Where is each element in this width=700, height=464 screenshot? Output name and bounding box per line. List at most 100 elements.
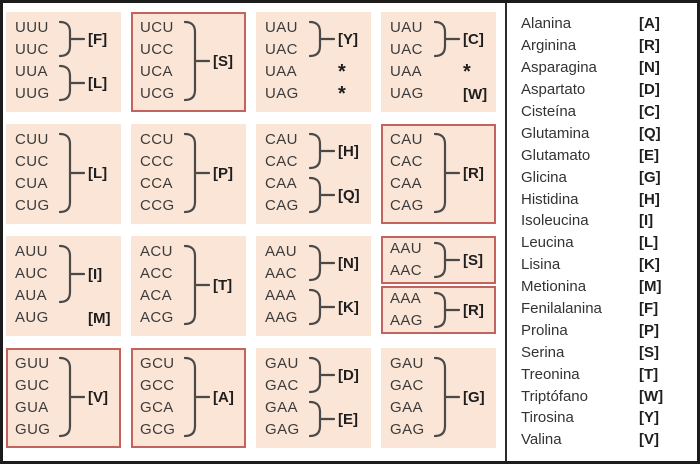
bracket-spacer [59, 310, 85, 326]
codon: UAU [390, 19, 423, 36]
codon: CCG [140, 197, 175, 214]
codon: ACU [140, 243, 173, 260]
amino-acid-code: [N] [338, 254, 359, 272]
amino-acid-code: [C] [463, 30, 484, 48]
codon: CAU [390, 131, 423, 148]
codon-list: AAU AAC [390, 238, 434, 282]
bracket-icon [309, 356, 335, 394]
legend-item: Lisina [K] [521, 254, 673, 276]
amino-acid-name: Glicina [521, 168, 567, 186]
codon-list: GCU GCC GCA GCG [140, 353, 184, 441]
codon-list: AAU AAC [265, 241, 309, 285]
amino-acid-letter: [Y] [639, 409, 659, 427]
codon: AAU [390, 240, 423, 257]
codon-group: AAU AAC [S] [390, 238, 494, 282]
amino-acid-code: [D] [338, 366, 359, 384]
bracket-icon [309, 244, 335, 282]
codon: CAU [265, 131, 298, 148]
codon: CAA [390, 175, 423, 192]
bracket-icon [59, 356, 85, 438]
codon: GAC [265, 377, 299, 394]
codon: AAU [265, 243, 298, 260]
codon: AUG [15, 309, 49, 326]
amino-acid-code: [P] [213, 164, 233, 182]
legend-item: Treonina [T] [521, 363, 673, 385]
codon-group: UAG * [265, 83, 371, 105]
amino-acid-name: Fenilalanina [521, 300, 602, 318]
codon-group: UAU UAC [C] [390, 17, 496, 61]
codon: AAG [265, 309, 298, 326]
codon: UUU [15, 19, 49, 36]
amino-acid-letter: [I] [639, 212, 654, 230]
codon: AUA [15, 287, 48, 304]
bracket-icon [434, 132, 460, 214]
codon-group: UUU UUC [F] [15, 17, 121, 61]
codon-cell: AAU AAC [N] AAA AAG [K] [256, 236, 371, 336]
codon: UCG [140, 85, 175, 102]
codon: AAC [390, 262, 423, 279]
codon-list: GAU GAC [265, 353, 309, 397]
codon: UAC [265, 41, 298, 58]
codon-group: GUU GUC GUA GUG [V] [15, 353, 119, 441]
amino-acid-code: [H] [338, 142, 359, 160]
codon: GAA [390, 399, 423, 416]
amino-acid-name: Valina [521, 431, 562, 449]
amino-acid-code: [E] [338, 410, 358, 428]
legend-item: Arginina [R] [521, 35, 673, 57]
bracket-spacer [434, 86, 460, 102]
amino-acid-code: [I] [88, 265, 103, 283]
codon: UUA [15, 63, 48, 80]
amino-acid-letter: [R] [639, 37, 660, 55]
amino-acid-letter: [C] [639, 103, 660, 120]
codon-list: UAU UAC [390, 17, 434, 61]
codon-list: CAU CAC CAA CAG [390, 129, 434, 217]
codon-cell: ACU ACC ACA ACG [T] [131, 236, 246, 336]
legend-item: Tirosina [Y] [521, 407, 673, 429]
codon: GCG [140, 421, 176, 438]
codon: UAU [265, 19, 298, 36]
amino-acid-code: [V] [88, 388, 108, 406]
legend-item: Triptófano [W] [521, 385, 673, 407]
amino-acid-code: [W] [463, 85, 488, 103]
amino-acid-letter: [V] [639, 431, 659, 449]
codon: CCU [140, 131, 174, 148]
codon: CUA [15, 175, 48, 192]
bracket-icon [309, 132, 335, 170]
legend-item: Leucina [L] [521, 232, 673, 254]
amino-acid-letter: [D] [639, 81, 660, 99]
codon-list: GAU GAC GAA GAG [390, 353, 434, 441]
amino-acid-code: [L] [88, 74, 108, 92]
codon: GAU [390, 355, 424, 372]
legend-item: Glutamato [E] [521, 144, 673, 166]
codon: GUC [15, 377, 50, 394]
codon-group: ACU ACC ACA ACG [T] [140, 241, 246, 329]
amino-acid-letter: [E] [639, 146, 659, 164]
stop-codon-mark: * [338, 61, 346, 83]
codon-list: GAA GAG [265, 397, 309, 441]
legend-item: Metionina [M] [521, 276, 673, 298]
codon: CAC [390, 153, 423, 170]
bracket-icon [309, 176, 335, 214]
legend-item: Glutamina [Q] [521, 122, 673, 144]
codon: AUC [15, 265, 48, 282]
amino-acid-name: Triptófano [521, 387, 588, 405]
codon: GCU [140, 355, 175, 372]
codon-group: UCU UCC UCA UCG [S] [140, 17, 244, 105]
codon-group: CAU CAC CAA CAG [R] [390, 129, 494, 217]
codon-cell: CCU CCC CCA CCG [P] [131, 124, 246, 224]
amino-acid-letter: [A] [639, 15, 660, 33]
bracket-icon [184, 132, 210, 214]
amino-acid-name: Isoleucina [521, 212, 589, 230]
bracket-icon [184, 356, 210, 438]
amino-acid-name: Lisina [521, 256, 561, 274]
codon: GAU [265, 355, 299, 372]
codon: GAC [390, 377, 424, 394]
legend-item: Valina [V] [521, 429, 673, 451]
codon: CAC [265, 153, 298, 170]
amino-acid-letter: [P] [639, 321, 659, 339]
legend-item: Alanina [A] [521, 13, 673, 35]
amino-acid-code: [Q] [338, 186, 360, 204]
bracket-icon [59, 132, 85, 214]
codon-list: AUU AUC AUA [15, 241, 59, 307]
